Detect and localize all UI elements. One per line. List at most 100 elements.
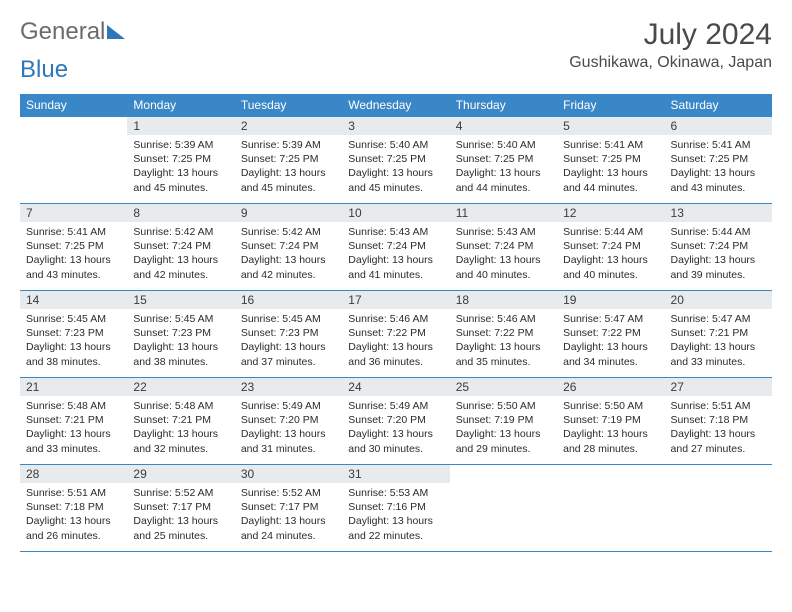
day-line: Sunset: 7:22 PM [563,326,658,340]
day-line: Sunset: 7:25 PM [563,152,658,166]
day-line: Sunset: 7:22 PM [348,326,443,340]
day-line: Sunrise: 5:43 AM [348,225,443,239]
calendar-cell: 14Sunrise: 5:45 AMSunset: 7:23 PMDayligh… [20,291,127,378]
calendar-cell: 7Sunrise: 5:41 AMSunset: 7:25 PMDaylight… [20,204,127,291]
calendar-row: 1Sunrise: 5:39 AMSunset: 7:25 PMDaylight… [20,117,772,204]
day-number: 26 [557,378,664,396]
day-body: Sunrise: 5:39 AMSunset: 7:25 PMDaylight:… [127,135,234,203]
day-line: Sunrise: 5:44 AM [563,225,658,239]
brand-logo: General [20,18,129,46]
day-number [450,465,557,483]
day-number: 5 [557,117,664,135]
day-line: Daylight: 13 hours and 24 minutes. [241,514,336,542]
day-line: Daylight: 13 hours and 25 minutes. [133,514,228,542]
day-number: 25 [450,378,557,396]
day-line: Sunrise: 5:42 AM [133,225,228,239]
day-line: Sunrise: 5:49 AM [348,399,443,413]
day-body: Sunrise: 5:53 AMSunset: 7:16 PMDaylight:… [342,483,449,551]
day-line: Daylight: 13 hours and 33 minutes. [671,340,766,368]
month-title: July 2024 [569,18,772,52]
calendar-cell: 3Sunrise: 5:40 AMSunset: 7:25 PMDaylight… [342,117,449,204]
day-line: Sunrise: 5:47 AM [671,312,766,326]
calendar-cell: 12Sunrise: 5:44 AMSunset: 7:24 PMDayligh… [557,204,664,291]
day-number [665,465,772,483]
location-subtitle: Gushikawa, Okinawa, Japan [569,54,772,72]
day-line: Sunset: 7:25 PM [133,152,228,166]
calendar-cell: 22Sunrise: 5:48 AMSunset: 7:21 PMDayligh… [127,378,234,465]
day-line: Daylight: 13 hours and 22 minutes. [348,514,443,542]
calendar-cell: 8Sunrise: 5:42 AMSunset: 7:24 PMDaylight… [127,204,234,291]
calendar-row: 21Sunrise: 5:48 AMSunset: 7:21 PMDayligh… [20,378,772,465]
day-number: 3 [342,117,449,135]
day-body: Sunrise: 5:51 AMSunset: 7:18 PMDaylight:… [665,396,772,464]
day-body: Sunrise: 5:43 AMSunset: 7:24 PMDaylight:… [450,222,557,290]
day-line: Sunrise: 5:44 AM [671,225,766,239]
day-number: 21 [20,378,127,396]
day-line: Sunset: 7:21 PM [133,413,228,427]
day-number: 27 [665,378,772,396]
day-line: Sunrise: 5:41 AM [671,138,766,152]
day-line: Sunrise: 5:39 AM [241,138,336,152]
day-line: Sunset: 7:25 PM [348,152,443,166]
day-line: Daylight: 13 hours and 29 minutes. [456,427,551,455]
day-line: Sunrise: 5:42 AM [241,225,336,239]
calendar-cell: 28Sunrise: 5:51 AMSunset: 7:18 PMDayligh… [20,465,127,552]
calendar-cell: 9Sunrise: 5:42 AMSunset: 7:24 PMDaylight… [235,204,342,291]
day-line: Daylight: 13 hours and 35 minutes. [456,340,551,368]
calendar-cell: 17 Sunrise: 5:46 AMSunset: 7:22 PMDayligh… [342,291,449,378]
day-line: Sunrise: 5:47 AM [563,312,658,326]
calendar-cell: 1Sunrise: 5:39 AMSunset: 7:25 PMDaylight… [127,117,234,204]
day-line: Sunrise: 5:39 AM [133,138,228,152]
day-number: 12 [557,204,664,222]
day-number: 17 [342,291,449,309]
day-line: Sunset: 7:25 PM [671,152,766,166]
day-number: 23 [235,378,342,396]
day-line: Sunrise: 5:46 AM [348,312,443,326]
day-body: Sunrise: 5:46 AMSunset: 7:22 PMDaylight:… [450,309,557,377]
day-body: Sunrise: 5:49 AMSunset: 7:20 PMDaylight:… [342,396,449,464]
day-body: Sunrise: 5:44 AMSunset: 7:24 PMDaylight:… [557,222,664,290]
brand-first: General [20,18,105,46]
day-line: Daylight: 13 hours and 34 minutes. [563,340,658,368]
weekday-header: Tuesday [235,94,342,117]
calendar-body: 1Sunrise: 5:39 AMSunset: 7:25 PMDaylight… [20,117,772,552]
day-number: 22 [127,378,234,396]
calendar-cell: 13Sunrise: 5:44 AMSunset: 7:24 PMDayligh… [665,204,772,291]
day-line: Sunset: 7:23 PM [26,326,121,340]
calendar-row: 7Sunrise: 5:41 AMSunset: 7:25 PMDaylight… [20,204,772,291]
day-line: Sunrise: 5:51 AM [671,399,766,413]
day-body: Sunrise: 5:51 AMSunset: 7:18 PMDaylight:… [20,483,127,551]
day-number: 18 [450,291,557,309]
day-line: Sunset: 7:24 PM [456,239,551,253]
day-number: 28 [20,465,127,483]
weekday-header: Saturday [665,94,772,117]
weekday-header: Sunday [20,94,127,117]
day-body: Sunrise: 5:47 AMSunset: 7:22 PMDaylight:… [557,309,664,377]
day-line: Daylight: 13 hours and 36 minutes. [348,340,443,368]
day-line: Daylight: 13 hours and 44 minutes. [456,166,551,194]
day-line: Sunset: 7:17 PM [241,500,336,514]
day-body: Sunrise: 5:41 AMSunset: 7:25 PMDaylight:… [20,222,127,290]
day-line: Sunrise: 5:46 AM [456,312,551,326]
day-line: Sunrise: 5:53 AM [348,486,443,500]
day-number [557,465,664,483]
day-line: Daylight: 13 hours and 39 minutes. [671,253,766,281]
weekday-header: Thursday [450,94,557,117]
calendar-cell: 10Sunrise: 5:43 AMSunset: 7:24 PMDayligh… [342,204,449,291]
day-body: Sunrise: 5:41 AMSunset: 7:25 PMDaylight:… [665,135,772,203]
day-line: Sunrise: 5:52 AM [241,486,336,500]
day-line: Daylight: 13 hours and 41 minutes. [348,253,443,281]
day-line: Sunrise: 5:45 AM [241,312,336,326]
day-line: Daylight: 13 hours and 33 minutes. [26,427,121,455]
day-number: 16 [235,291,342,309]
day-body: Sunrise: 5:40 AMSunset: 7:25 PMDaylight:… [342,135,449,203]
day-body: Sunrise: 5:45 AMSunset: 7:23 PMDaylight:… [127,309,234,377]
day-body: Sunrise: 5:42 AMSunset: 7:24 PMDaylight:… [235,222,342,290]
brand-second: Blue [20,56,68,84]
day-line: Sunset: 7:24 PM [671,239,766,253]
day-number: 9 [235,204,342,222]
calendar-cell: 16Sunrise: 5:45 AMSunset: 7:23 PMDayligh… [235,291,342,378]
day-number: 30 [235,465,342,483]
calendar-cell: 26Sunrise: 5:50 AMSunset: 7:19 PMDayligh… [557,378,664,465]
day-line: Daylight: 13 hours and 28 minutes. [563,427,658,455]
